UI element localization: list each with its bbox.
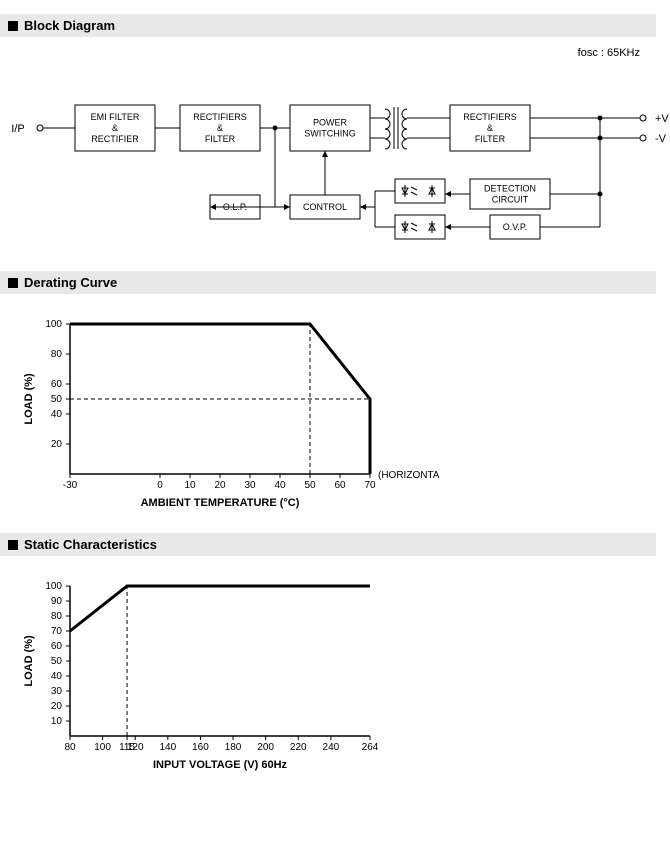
square-bullet-icon bbox=[8, 540, 18, 550]
emi-filter-block-label: RECTIFIER bbox=[91, 134, 139, 144]
rectifiers-filter-2-block-label: & bbox=[487, 123, 493, 133]
x-tick-label: 30 bbox=[244, 480, 256, 491]
y-axis-label: LOAD (%) bbox=[23, 635, 35, 687]
detection-circuit-block-label: DETECTION bbox=[484, 184, 536, 194]
y-tick-label: 80 bbox=[51, 349, 63, 360]
section-header-static: Static Characteristics bbox=[0, 533, 656, 556]
y-tick-label: 10 bbox=[51, 716, 63, 727]
y-tick-label: 30 bbox=[51, 686, 63, 697]
block-diagram-svg: EMI FILTER&RECTIFIERRECTIFIERS&FILTERPOW… bbox=[0, 47, 670, 257]
y-tick-label: 90 bbox=[51, 596, 63, 607]
x-tick-label: 40 bbox=[274, 480, 286, 491]
x-axis-label: AMBIENT TEMPERATURE (°C) bbox=[141, 497, 300, 509]
rectifiers-filter-2-block-label: RECTIFIERS bbox=[463, 112, 517, 122]
y-axis-label: LOAD (%) bbox=[23, 373, 35, 425]
section-title: Static Characteristics bbox=[24, 537, 157, 552]
power-switching-block-label: POWER bbox=[313, 118, 348, 128]
x-tick-label: 10 bbox=[184, 480, 196, 491]
emi-filter-block-label: & bbox=[112, 123, 118, 133]
minus-v-label: -V bbox=[655, 133, 667, 145]
section-title: Block Diagram bbox=[24, 18, 115, 33]
static-chart-svg: 8010011512014016018020022024026410203040… bbox=[0, 566, 440, 776]
power-switching-block-label: SWITCHING bbox=[304, 129, 356, 139]
x-tick-label: 80 bbox=[64, 742, 76, 753]
section-header-block-diagram: Block Diagram bbox=[0, 14, 656, 37]
x-tick-label: 220 bbox=[290, 742, 307, 753]
curve bbox=[70, 586, 370, 631]
ip-label: I/P bbox=[11, 123, 24, 135]
x-tick-label: 60 bbox=[334, 480, 346, 491]
derating-chart-svg: -30 0 10 20 30 40 50 60 70 20 40 50 60 80 100 AMBIENT T… bbox=[0, 304, 440, 514]
y-tick-label: 100 bbox=[45, 319, 62, 330]
control-block-label: CONTROL bbox=[303, 202, 347, 212]
y-tick-label: 40 bbox=[51, 671, 63, 682]
y-tick-label: 20 bbox=[51, 439, 63, 450]
square-bullet-icon bbox=[8, 278, 18, 288]
x-tick-label: 100 bbox=[94, 742, 111, 753]
x-axis-label: INPUT VOLTAGE (V) 60Hz bbox=[153, 759, 288, 771]
y-tick-label: 60 bbox=[51, 379, 63, 390]
fosc-label: fosc : 65KHz bbox=[578, 47, 640, 59]
x-tick-label: 50 bbox=[304, 480, 316, 491]
x-extra-label: (HORIZONTAL) bbox=[378, 470, 440, 481]
x-tick-label: 264 bbox=[362, 742, 379, 753]
emi-filter-block-label: EMI FILTER bbox=[91, 112, 140, 122]
y-tick-label: 40 bbox=[51, 409, 63, 420]
square-bullet-icon bbox=[8, 21, 18, 31]
x-tick-label: 70 bbox=[364, 480, 376, 491]
x-tick-label: 200 bbox=[257, 742, 274, 753]
section-header-derating: Derating Curve bbox=[0, 271, 656, 294]
block-diagram-container: fosc : 65KHz EMI FILTER&RECTIFIERRECTIFI… bbox=[0, 47, 670, 257]
y-tick-label: 60 bbox=[51, 641, 63, 652]
x-tick-label: 140 bbox=[159, 742, 176, 753]
rectifiers-filter-1-block-label: RECTIFIERS bbox=[193, 112, 247, 122]
rectifiers-filter-1-block-label: FILTER bbox=[205, 134, 236, 144]
x-tick-label: 120 bbox=[127, 742, 144, 753]
y-tick-label: 100 bbox=[45, 581, 62, 592]
derating-chart-container: -30 0 10 20 30 40 50 60 70 20 40 50 60 80 100 AMBIENT T… bbox=[0, 304, 670, 519]
rectifiers-filter-1-block-label: & bbox=[217, 123, 223, 133]
section-title: Derating Curve bbox=[24, 275, 117, 290]
y-tick-label: 80 bbox=[51, 611, 63, 622]
y-tick-label: 70 bbox=[51, 626, 63, 637]
x-tick-label: 240 bbox=[323, 742, 340, 753]
y-tick-label: 50 bbox=[51, 394, 63, 405]
x-tick-label: 0 bbox=[157, 480, 163, 491]
plus-v-label: +V bbox=[655, 113, 669, 125]
optocoupler-2-block bbox=[395, 215, 445, 239]
detection-circuit-block-label: CIRCUIT bbox=[492, 195, 529, 205]
optocoupler-1-block bbox=[395, 179, 445, 203]
y-tick-label: 20 bbox=[51, 701, 63, 712]
y-tick-label: 50 bbox=[51, 656, 63, 667]
x-tick-label: 160 bbox=[192, 742, 209, 753]
rectifiers-filter-2-block-label: FILTER bbox=[475, 134, 506, 144]
x-tick-label: 180 bbox=[225, 742, 242, 753]
x-tick-label: -30 bbox=[63, 480, 78, 491]
x-tick-label: 20 bbox=[214, 480, 226, 491]
static-chart-container: 8010011512014016018020022024026410203040… bbox=[0, 566, 670, 781]
ovp-block-label: O.V.P. bbox=[503, 222, 528, 232]
